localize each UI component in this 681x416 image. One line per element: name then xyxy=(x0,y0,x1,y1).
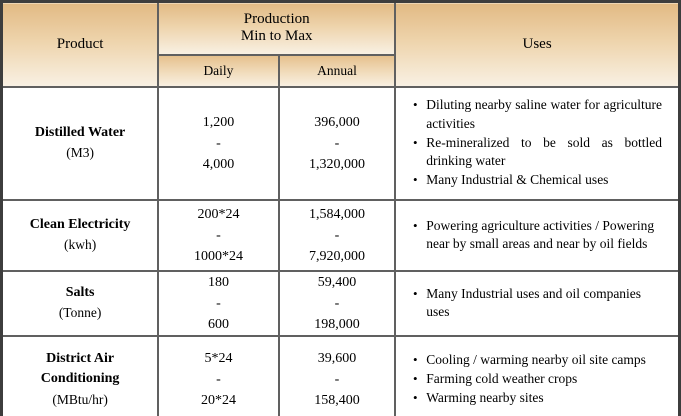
product-name: Clean Electricity xyxy=(29,217,131,233)
daily-min: 1,200 xyxy=(202,114,235,130)
uses-item-text: Many Industrial uses and oil companies u… xyxy=(426,285,642,319)
daily-range-cell: 180 - 600 xyxy=(157,269,280,337)
range-separator: - xyxy=(216,227,221,243)
header-uses: Uses xyxy=(394,0,681,88)
uses-item-text: Powering agriculture activities / Poweri… xyxy=(426,217,655,251)
uses-cell: • Diluting nearby saline water for agric… xyxy=(394,85,681,201)
bullet-icon: • xyxy=(412,285,418,301)
uses-list: • Cooling / warming nearby oil site camp… xyxy=(404,351,668,408)
bullet-icon: • xyxy=(412,217,418,233)
header-annual-label: Annual xyxy=(317,62,357,78)
annual-max: 7,920,000 xyxy=(308,248,365,264)
daily-max: 20*24 xyxy=(200,392,236,408)
daily-max: 4,000 xyxy=(202,156,235,172)
header-row-2: Daily Annual xyxy=(2,53,680,88)
list-item: • Re-mineralized to be sold as bottled d… xyxy=(404,134,668,170)
uses-list: • Many Industrial uses and oil companies… xyxy=(404,285,668,321)
list-item: • Diluting nearby saline water for agric… xyxy=(404,96,668,132)
range-separator: - xyxy=(334,371,340,387)
uses-item-text: Warming nearby sites xyxy=(426,390,544,406)
range-separator: - xyxy=(334,227,340,243)
list-item: • Farming cold weather crops xyxy=(404,370,668,388)
range-separator: - xyxy=(216,371,221,387)
header-product-label: Product xyxy=(56,35,104,52)
annual-range-cell: 59,400 - 198,000 xyxy=(277,269,397,337)
product-unit: (MBtu/hr) xyxy=(52,391,108,407)
annual-range-cell: 396,000 - 1,320,000 xyxy=(277,85,397,201)
annual-range-cell: 1,584,000 - 7,920,000 xyxy=(277,198,397,272)
uses-item-text: Many Industrial & Chemical uses xyxy=(426,172,609,188)
product-name: District Air Conditioning xyxy=(40,351,120,387)
annual-min: 39,600 xyxy=(317,350,357,366)
header-product: Product xyxy=(0,0,160,88)
header-annual: Annual xyxy=(277,53,397,88)
range-separator: - xyxy=(334,135,340,151)
list-item: • Warming nearby sites xyxy=(404,389,668,407)
list-item: • Powering agriculture activities / Powe… xyxy=(404,217,668,253)
header-production-line1: Production xyxy=(243,11,310,28)
product-unit: (kwh) xyxy=(63,237,97,253)
uses-item-text: Re-mineralized to be sold as bottled dri… xyxy=(426,134,662,169)
daily-max: 1000*24 xyxy=(193,248,243,264)
annual-range-cell: 39,600 - 158,400 xyxy=(277,334,397,416)
uses-list: • Powering agriculture activities / Powe… xyxy=(404,217,668,253)
daily-min: 200*24 xyxy=(197,206,240,222)
header-production-line2: Min to Max xyxy=(240,28,313,45)
uses-item-text: Farming cold weather crops xyxy=(426,371,578,387)
range-separator: - xyxy=(334,295,340,311)
product-cell: Clean Electricity (kwh) xyxy=(0,198,160,272)
uses-list: • Diluting nearby saline water for agric… xyxy=(404,96,668,189)
product-unit: (Tonne) xyxy=(58,305,102,321)
product-unit: (M3) xyxy=(66,145,94,161)
annual-max: 198,000 xyxy=(314,316,360,332)
annual-min: 1,584,000 xyxy=(308,206,365,222)
uses-cell: • Cooling / warming nearby oil site camp… xyxy=(394,334,681,416)
daily-min: 180 xyxy=(207,274,229,290)
table-row-salts: Salts (Tonne) 180 - 600 59,400 - 198,000… xyxy=(0,269,681,337)
table-row-distilled-water: Distilled Water (M3) 1,200 - 4,000 396,0… xyxy=(0,85,681,201)
daily-min: 5*24 xyxy=(204,350,233,366)
uses-cell: • Many Industrial uses and oil companies… xyxy=(394,269,681,337)
product-name: Distilled Water xyxy=(34,125,126,141)
product-cell: District Air Conditioning (MBtu/hr) xyxy=(0,334,160,416)
daily-max: 600 xyxy=(207,316,229,332)
annual-max: 1,320,000 xyxy=(308,156,365,172)
bullet-icon: • xyxy=(412,97,418,113)
product-name: Salts xyxy=(65,285,95,301)
header-row-1: Product Production Min to Max Uses xyxy=(0,0,681,88)
list-item: • Many Industrial & Chemical uses xyxy=(404,171,668,189)
range-separator: - xyxy=(216,135,221,151)
range-separator: - xyxy=(216,295,221,311)
header-production: Production Min to Max xyxy=(157,0,397,56)
bullet-icon: • xyxy=(412,371,418,387)
header-daily: Daily xyxy=(157,53,280,88)
bullet-icon: • xyxy=(412,351,418,367)
uses-item-text: Cooling / warming nearby oil site camps xyxy=(426,351,646,367)
bullet-icon: • xyxy=(412,172,418,188)
bullet-icon: • xyxy=(412,390,418,406)
list-item: • Many Industrial uses and oil companies… xyxy=(404,285,668,321)
daily-range-cell: 200*24 - 1000*24 xyxy=(157,198,280,272)
table-row-district-air-conditioning: District Air Conditioning (MBtu/hr) 5*24… xyxy=(0,334,681,416)
annual-max: 158,400 xyxy=(314,392,360,408)
uses-cell: • Powering agriculture activities / Powe… xyxy=(394,198,681,272)
bullet-icon: • xyxy=(412,134,418,150)
header-uses-label: Uses xyxy=(522,35,552,52)
table-row-clean-electricity: Clean Electricity (kwh) 200*24 - 1000*24… xyxy=(0,198,681,272)
list-item: • Cooling / warming nearby oil site camp… xyxy=(404,351,668,369)
annual-min: 396,000 xyxy=(314,114,360,130)
uses-item-text: Diluting nearby saline water for agricul… xyxy=(426,97,662,131)
daily-range-cell: 5*24 - 20*24 xyxy=(157,334,280,416)
product-cell: Distilled Water (M3) xyxy=(0,85,160,201)
product-cell: Salts (Tonne) xyxy=(0,269,160,337)
daily-range-cell: 1,200 - 4,000 xyxy=(157,85,280,201)
header-daily-label: Daily xyxy=(203,62,234,78)
annual-min: 59,400 xyxy=(317,274,357,290)
